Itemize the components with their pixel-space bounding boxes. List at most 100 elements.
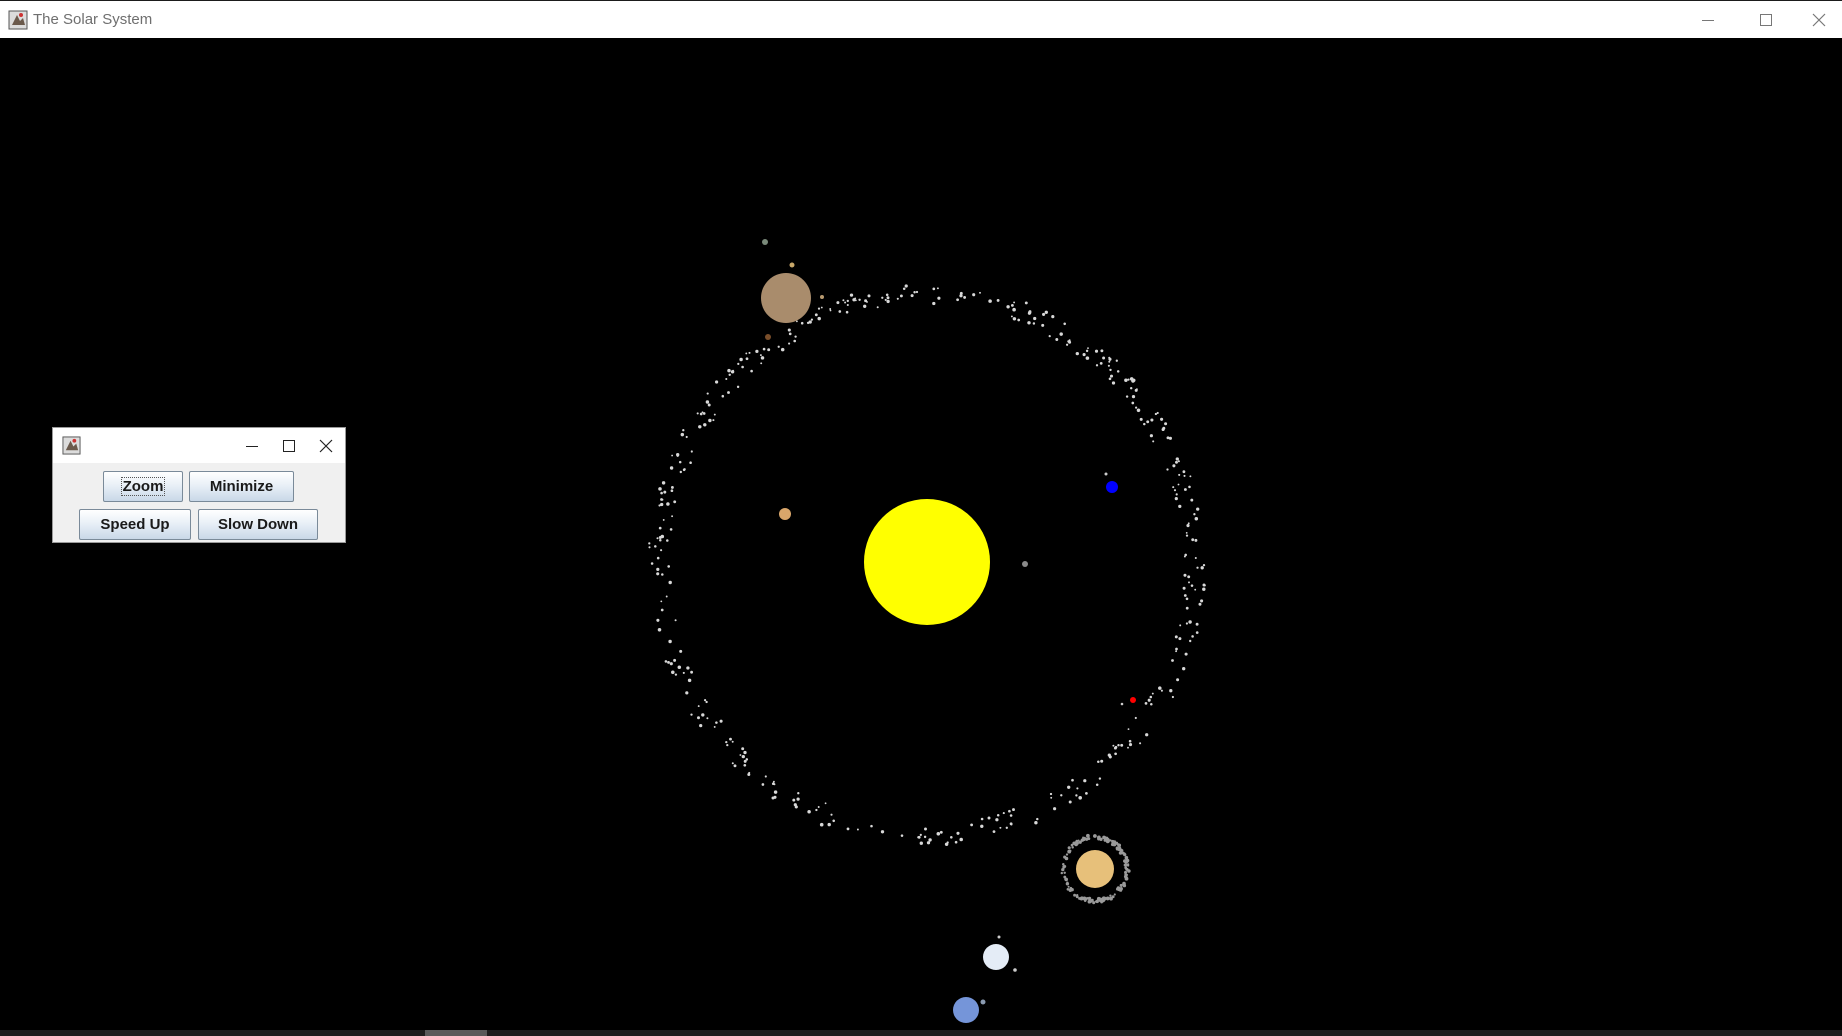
asteroid [1188,581,1190,584]
minimize-icon [1702,20,1714,21]
asteroid [899,294,903,298]
saturn-ring-particle [1112,842,1117,847]
saturn-ring-particle [1063,864,1067,868]
asteroid [896,297,899,300]
saturn-ring-particle [1062,863,1065,866]
asteroid [663,490,667,494]
slow-down-button[interactable]: Slow Down [198,509,318,540]
asteroid [666,502,670,506]
asteroid [1128,743,1133,747]
asteroid [988,299,992,303]
neptune-planet [953,997,979,1023]
asteroid [728,373,731,376]
venus-planet [779,508,791,520]
asteroid [702,412,706,415]
saturn-ring-particle [1078,840,1082,844]
jupiter-moon [765,334,771,340]
asteroid [748,351,751,354]
asteroid [668,639,672,644]
asteroid [715,721,718,724]
zoom-button[interactable]: Zoom [103,471,183,502]
asteroid [685,435,688,439]
asteroid [706,392,709,395]
asteroid [1127,746,1129,749]
asteroid [1179,624,1182,627]
asteroid [819,822,824,827]
bottom-scrollbar[interactable] [0,1030,1842,1036]
asteroid [1171,695,1174,699]
saturn-ring-particle [1067,846,1071,850]
asteroid [682,468,686,472]
asteroid [932,301,936,306]
saturn-ring-particle [1080,896,1084,900]
window-minimize-button[interactable] [1679,1,1737,39]
asteroid [739,754,742,756]
asteroid [1085,356,1090,360]
asteroid [669,662,673,666]
asteroid [669,528,673,531]
asteroid [745,352,748,355]
window-maximize-button[interactable] [1737,1,1795,39]
asteroid [764,775,767,778]
asteroid [731,740,734,743]
bottom-scrollbar-thumb[interactable] [425,1030,487,1036]
asteroid [1099,362,1103,365]
saturn-ring-particle [1087,899,1092,904]
asteroid [796,320,798,323]
asteroid [1194,588,1197,591]
maximize-icon [1760,14,1772,26]
asteroid [1185,606,1189,610]
asteroid [1188,620,1192,624]
asteroid [817,806,820,808]
jupiter-planet [761,273,811,323]
asteroid [1152,440,1155,443]
asteroid [1175,493,1178,496]
asteroid [1175,650,1178,653]
saturn-ring-particle [1103,836,1106,839]
asteroid [936,832,941,836]
asteroid [886,299,890,304]
asteroid [1107,364,1110,367]
asteroid [760,356,765,360]
asteroid [1048,334,1051,338]
asteroid [741,365,744,369]
asteroid [867,294,871,298]
asteroid [1102,356,1106,360]
asteroid [660,491,663,495]
asteroid [863,304,867,308]
asteroid [1166,436,1170,440]
asteroid [959,837,963,842]
asteroid [919,833,922,836]
minimize-button[interactable]: Minimize [189,471,294,502]
asteroid [796,797,800,801]
asteroid [979,291,981,294]
asteroid [745,357,749,361]
asteroid [996,298,1000,302]
asteroid [1041,323,1045,327]
asteroid [820,306,823,309]
speed-up-button[interactable]: Speed Up [79,509,191,540]
asteroid [705,700,708,704]
asteroid [876,306,879,309]
asteroid [954,840,958,844]
asteroid [970,823,974,827]
panel-minimize-button[interactable] [232,428,272,463]
window-close-button[interactable] [1796,1,1842,39]
panel-close-button[interactable] [306,428,346,463]
asteroid [729,737,732,741]
asteroid [939,830,943,834]
asteroid [900,834,904,837]
asteroid [1182,586,1186,590]
asteroid [745,758,749,761]
asteroid [679,470,682,474]
panel-maximize-button[interactable] [269,428,309,463]
control-panel-titlebar[interactable] [53,428,345,463]
asteroid [1198,602,1202,606]
asteroid [844,301,847,304]
sun [864,499,990,625]
asteroid [792,798,796,802]
asteroid [1195,631,1199,634]
asteroid [885,293,889,297]
saturn-ring-particle [1070,888,1074,892]
asteroid [1178,637,1182,641]
